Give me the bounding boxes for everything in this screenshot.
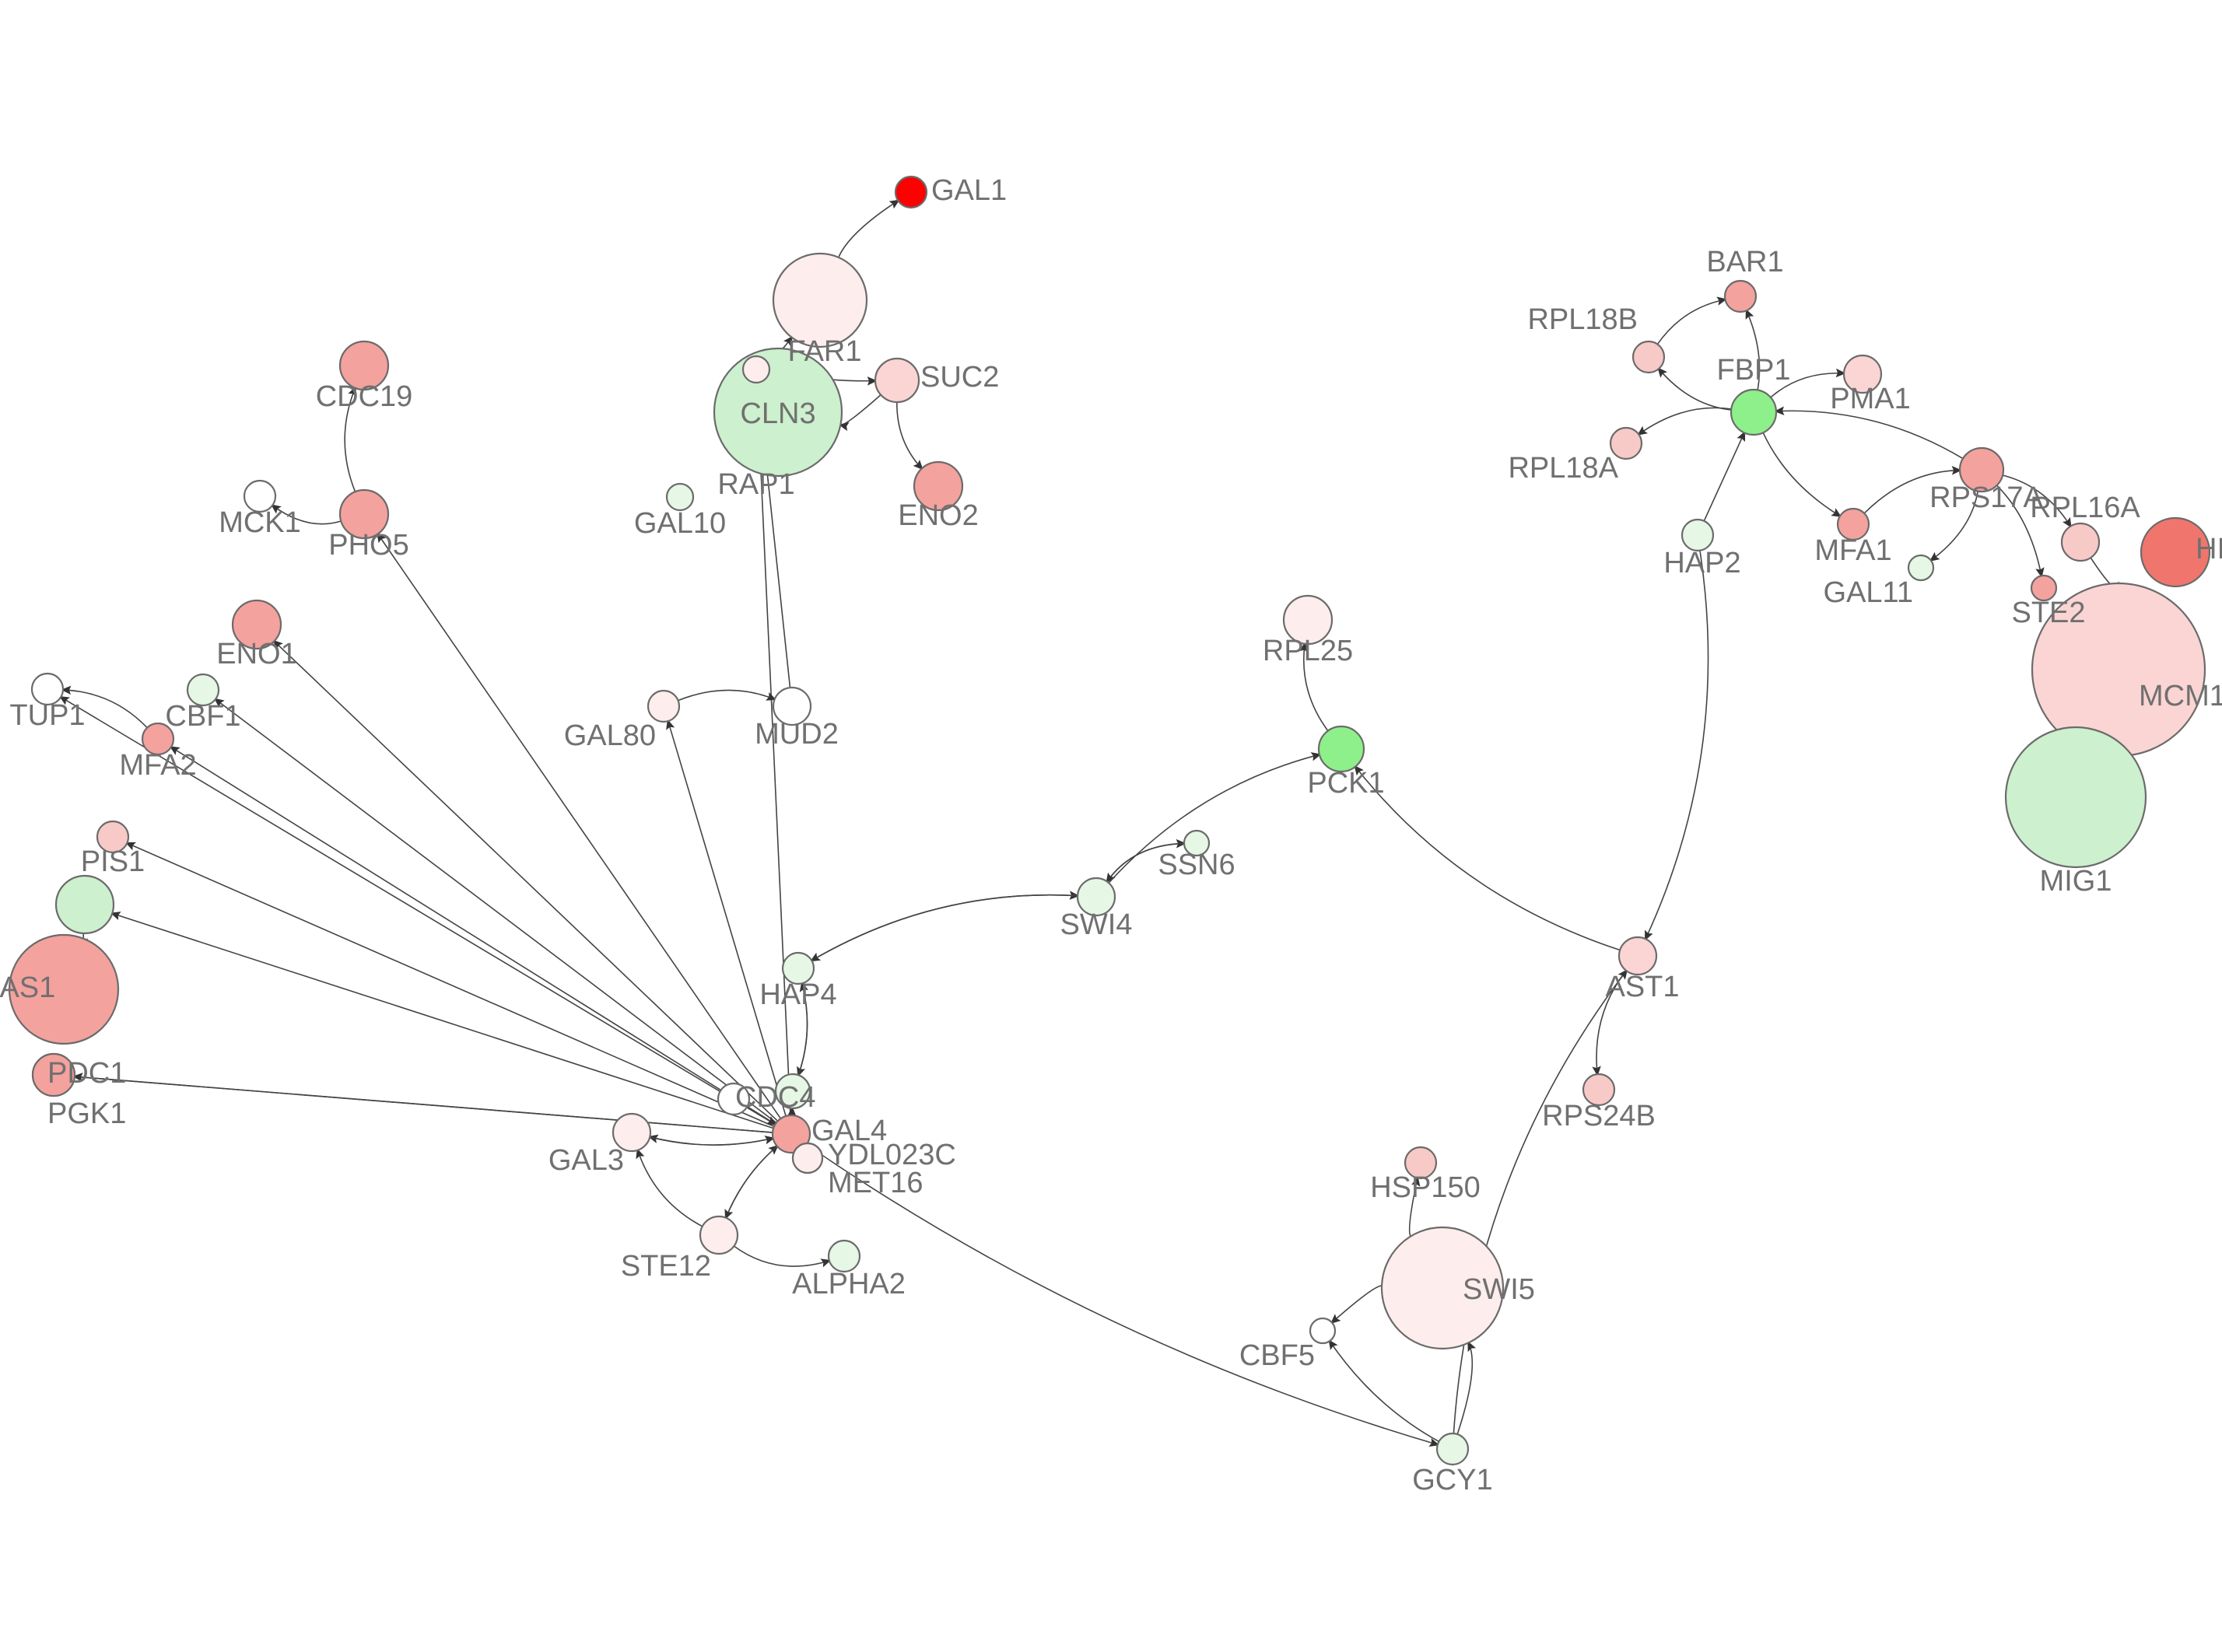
svg-text:CBF1: CBF1	[165, 700, 240, 733]
svg-text:GAL80: GAL80	[564, 719, 656, 752]
svg-text:MUD2: MUD2	[755, 718, 839, 751]
svg-text:CBF5: CBF5	[1239, 1339, 1315, 1372]
svg-text:HAP2: HAP2	[1663, 547, 1740, 579]
svg-text:PMA1: PMA1	[1830, 383, 1910, 415]
svg-text:PHO5: PHO5	[328, 529, 408, 562]
svg-text:PCK1: PCK1	[1307, 767, 1384, 800]
svg-text:STE12: STE12	[621, 1250, 711, 1283]
svg-text:GCY1: GCY1	[1412, 1464, 1492, 1496]
svg-text:PDC1: PDC1	[47, 1057, 126, 1090]
svg-text:FBP1: FBP1	[1716, 354, 1790, 387]
svg-text:FAR1: FAR1	[787, 335, 861, 368]
svg-text:ENO1: ENO1	[216, 638, 296, 670]
svg-text:MIG1: MIG1	[2040, 865, 2112, 898]
svg-text:TUP1: TUP1	[9, 699, 85, 732]
svg-text:CDC19: CDC19	[316, 380, 413, 413]
svg-text:PIS1: PIS1	[81, 845, 145, 878]
svg-text:CDC4: CDC4	[735, 1081, 815, 1114]
svg-text:RPS17A: RPS17A	[1929, 481, 2043, 514]
svg-text:GAL1: GAL1	[931, 174, 1007, 207]
svg-text:SWI5: SWI5	[1463, 1273, 1535, 1306]
svg-text:MFA2: MFA2	[119, 749, 196, 782]
svg-text:GAL11: GAL11	[1824, 576, 1913, 609]
svg-text:RPL25: RPL25	[1263, 635, 1353, 667]
svg-text:SWI4: SWI4	[1060, 908, 1133, 941]
svg-text:BAR1: BAR1	[1706, 246, 1783, 278]
svg-text:RPL18A: RPL18A	[1508, 452, 1618, 485]
svg-text:RPS24B: RPS24B	[1542, 1100, 1656, 1132]
svg-text:HAP4: HAP4	[759, 978, 836, 1011]
svg-text:AST1: AST1	[1605, 971, 1679, 1003]
svg-text:GAL10: GAL10	[634, 507, 726, 540]
svg-text:RPL18B: RPL18B	[1527, 303, 1638, 336]
svg-text:ENO2: ENO2	[898, 499, 978, 532]
svg-text:MET16: MET16	[828, 1167, 923, 1199]
svg-text:RAS1: RAS1	[0, 971, 55, 1004]
svg-text:PGK1: PGK1	[47, 1097, 126, 1130]
svg-text:ALPHA2: ALPHA2	[792, 1268, 906, 1300]
svg-text:SUC2: SUC2	[920, 361, 999, 394]
svg-text:MCK1: MCK1	[219, 506, 301, 539]
svg-text:HSP150: HSP150	[1370, 1171, 1481, 1204]
svg-text:CLN3: CLN3	[740, 397, 815, 430]
svg-text:STE2: STE2	[2011, 597, 2085, 629]
svg-text:HIS4: HIS4	[2196, 533, 2222, 565]
svg-text:MFA1: MFA1	[1814, 534, 1891, 567]
svg-text:GAL3: GAL3	[548, 1144, 624, 1177]
svg-text:SSN6: SSN6	[1158, 849, 1235, 881]
svg-text:MCM1: MCM1	[2139, 680, 2222, 712]
svg-text:RAP1: RAP1	[717, 468, 794, 501]
svg-text:RPL16A: RPL16A	[2030, 492, 2140, 524]
